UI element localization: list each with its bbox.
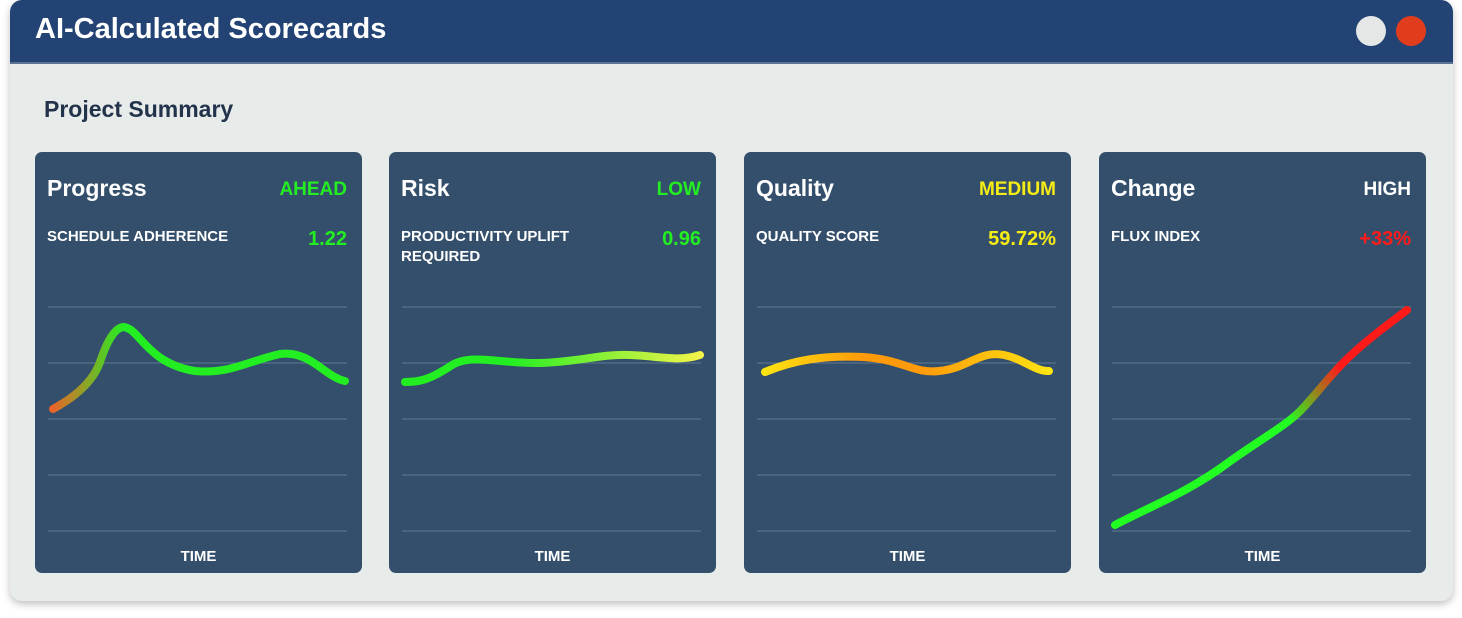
status-badge: HIGH — [1363, 179, 1412, 200]
scorecard-risk: Risk LOW PRODUCTIVITY UPLIFT REQUIRED 0.… — [389, 152, 716, 573]
trend-chart — [1111, 306, 1411, 532]
card-title: Quality — [756, 175, 834, 201]
trend-chart — [48, 306, 349, 532]
metric-value: 0.96 — [662, 228, 701, 250]
status-badge: AHEAD — [279, 179, 347, 200]
trend-line — [401, 350, 704, 386]
status-badge: MEDIUM — [978, 179, 1056, 200]
trend-chart — [757, 306, 1056, 532]
trend-line — [761, 350, 1053, 376]
x-axis-label: TIME — [534, 548, 571, 565]
card-title: Progress — [47, 175, 147, 201]
scorecard-quality: Quality MEDIUM QUALITY SCORE 59.72% TIME — [744, 152, 1071, 573]
status-badge: LOW — [656, 179, 701, 200]
section-title: Project Summary — [44, 96, 234, 122]
window-title: AI-Calculated Scorecards — [35, 13, 387, 45]
metric-label: QUALITY SCORE — [756, 228, 880, 245]
metric-label: PRODUCTIVITY UPLIFT REQUIRED — [401, 228, 570, 265]
trend-line — [1111, 306, 1411, 529]
trend-chart — [401, 306, 704, 532]
scorecard-change: Change HIGH FLUX INDEX +33% TIME — [1099, 152, 1426, 573]
metric-label: FLUX INDEX — [1111, 228, 1201, 245]
close-button[interactable] — [1396, 16, 1426, 46]
x-axis-label: TIME — [180, 548, 217, 565]
metric-value: 1.22 — [308, 228, 347, 250]
card-title: Risk — [401, 175, 450, 201]
title-bar: AI-Calculated Scorecards — [10, 0, 1453, 64]
card-title: Change — [1111, 175, 1196, 201]
metric-value: 59.72% — [988, 228, 1056, 250]
minimize-button[interactable] — [1356, 16, 1386, 46]
x-axis-label: TIME — [1244, 548, 1281, 565]
metric-value: +33% — [1359, 228, 1411, 250]
scorecard-progress: Progress AHEAD SCHEDULE ADHERENCE 1.22 T… — [35, 152, 362, 573]
x-axis-label: TIME — [889, 548, 926, 565]
metric-label: SCHEDULE ADHERENCE — [47, 228, 229, 245]
trend-line — [49, 323, 349, 413]
